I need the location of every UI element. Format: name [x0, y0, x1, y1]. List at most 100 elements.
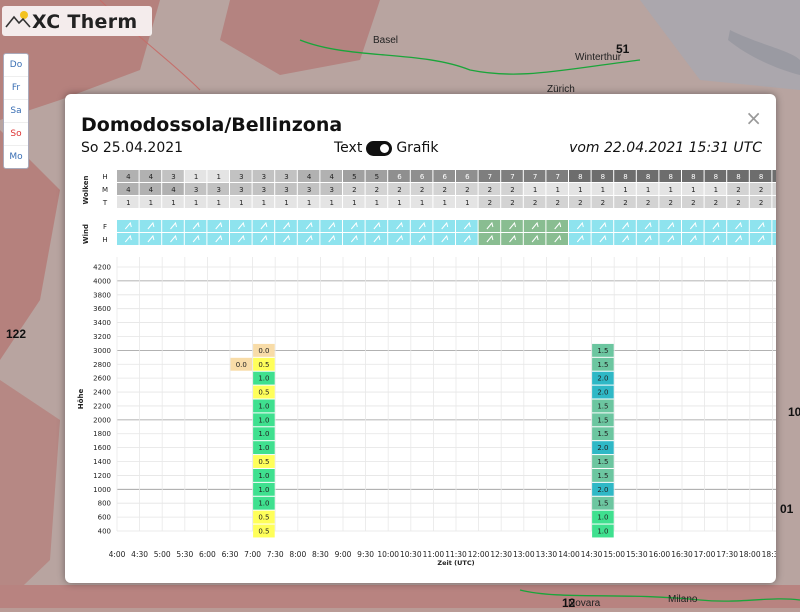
cloud-cell-value: 4 [171, 186, 176, 194]
cloud-cell-value: 1 [126, 199, 130, 207]
heat-cell-value: 0.0 [258, 347, 269, 355]
wind-axis-label: Wind [82, 224, 90, 244]
cloud-cell-value: 4 [126, 173, 131, 181]
heat-cell-value: 1.0 [597, 514, 608, 522]
cloud-cell-value: 1 [216, 173, 220, 181]
y-tick-label: 3200 [93, 333, 111, 341]
cloud-cell [320, 196, 342, 208]
wind-cell [772, 233, 776, 245]
wind-arrow-icon [622, 234, 629, 243]
cloud-cell [456, 170, 478, 182]
toggle-label-graphic[interactable]: Grafik [396, 140, 439, 156]
wind-arrow-icon [441, 234, 449, 243]
heat-cell-value: 2.0 [597, 389, 608, 397]
cloud-cell [772, 196, 776, 208]
day-button-mo[interactable]: Mo [9, 152, 23, 162]
wind-arrow-icon [689, 234, 697, 243]
cloud-cell [749, 196, 772, 208]
cloud-cell-value: 7 [533, 173, 537, 181]
cloud-cell-value: 6 [397, 173, 402, 181]
map-label-winterthur: Winterthur [575, 52, 622, 63]
x-tick-label: 9:30 [357, 550, 374, 559]
x-tick-label: 15:00 [603, 550, 625, 559]
day-button-do[interactable]: Do [4, 54, 28, 77]
cloud-cell-value: 2 [375, 186, 379, 194]
wind-arrow-icon [554, 221, 562, 230]
y-tick-label: 1800 [93, 430, 111, 438]
day-button-so[interactable]: So [4, 123, 28, 146]
cloud-cell-value: 2 [646, 199, 650, 207]
heat-cell [592, 427, 614, 441]
cloud-cell [162, 170, 184, 182]
cloud-cell-value: 3 [262, 173, 266, 181]
map-number-51: 51 [616, 42, 630, 56]
wind-arrow-icon [576, 234, 584, 243]
x-tick-label: 16:30 [671, 550, 693, 559]
heat-cell-value: 0.0 [236, 361, 247, 369]
wind-arrow-icon [305, 221, 313, 230]
cloud-cell-value: 1 [216, 199, 220, 207]
close-icon[interactable]: × [745, 106, 762, 130]
cloud-cell-value: 1 [646, 186, 650, 194]
cloud-cell [365, 196, 388, 208]
app-logo[interactable]: XC Therm [2, 6, 152, 36]
cloud-cell-value: 3 [262, 186, 266, 194]
wind-arrow-icon [486, 234, 494, 243]
heat-cell [230, 357, 253, 371]
view-toggle[interactable]: Text Grafik [334, 140, 438, 156]
clouds-row-label-t: T [102, 199, 108, 207]
cloud-cell-value: 4 [149, 186, 154, 194]
cloud-cell-value: 2 [420, 186, 424, 194]
y-tick-label: 1000 [93, 486, 111, 494]
heat-cell-value: 1.5 [597, 402, 608, 410]
cloud-cell [704, 170, 727, 182]
cloud-cell-value: 3 [171, 173, 175, 181]
cloud-cell [117, 170, 139, 182]
cloud-cell [636, 183, 659, 195]
wind-arrow-icon [328, 234, 336, 243]
cloud-cell-value: 1 [171, 199, 175, 207]
heat-cell-value: 2.0 [597, 486, 608, 494]
toggle-label-text[interactable]: Text [334, 140, 363, 156]
cloud-cell-value: 1 [375, 199, 379, 207]
x-tick-label: 13:00 [513, 550, 535, 559]
wind-arrow-icon [170, 234, 177, 243]
heat-cell [253, 413, 275, 427]
cloud-cell [117, 183, 139, 195]
heat-cell-value: 2.0 [597, 444, 608, 452]
cloud-cell [184, 196, 207, 208]
y-tick-label: 4200 [93, 264, 111, 272]
cloud-cell-value: 1 [149, 199, 153, 207]
cloud-cell [591, 183, 614, 195]
cloud-cell-value: 3 [329, 186, 333, 194]
map-label-basel: Basel [373, 35, 399, 46]
day-button-fr[interactable]: Fr [4, 77, 28, 100]
cloud-cell [388, 170, 410, 182]
y-tick-label: 4000 [93, 277, 111, 285]
cloud-cell-value: 6 [465, 173, 470, 181]
cloud-cell-value: 1 [623, 186, 627, 194]
cloud-cell-value: 7 [510, 173, 514, 181]
day-button-sa[interactable]: Sa [4, 100, 28, 123]
cloud-cell [365, 183, 388, 195]
cloud-cell [614, 170, 636, 182]
cloud-cell [230, 170, 252, 182]
x-tick-label: 8:30 [312, 550, 329, 559]
heat-cell-value: 1.0 [258, 472, 269, 480]
heat-cell [592, 441, 614, 455]
cloud-cell [659, 196, 681, 208]
wind-arrow-icon [576, 221, 584, 230]
heat-cell-value: 1.0 [258, 444, 269, 452]
heat-cell [253, 468, 275, 482]
wind-arrow-icon [531, 234, 539, 243]
wind-arrow-icon [283, 234, 290, 243]
toggle-switch[interactable] [366, 140, 393, 156]
wind-arrow-icon [486, 221, 494, 230]
heat-cell-value: 1.0 [597, 528, 608, 536]
wind-arrow-icon [463, 234, 471, 243]
wind-arrow-icon [328, 221, 336, 230]
cloud-cell-value: 8 [714, 173, 718, 181]
mountain-sun-icon [5, 11, 31, 28]
wind-arrow-icon [757, 221, 765, 230]
wind-arrow-icon [667, 221, 675, 230]
